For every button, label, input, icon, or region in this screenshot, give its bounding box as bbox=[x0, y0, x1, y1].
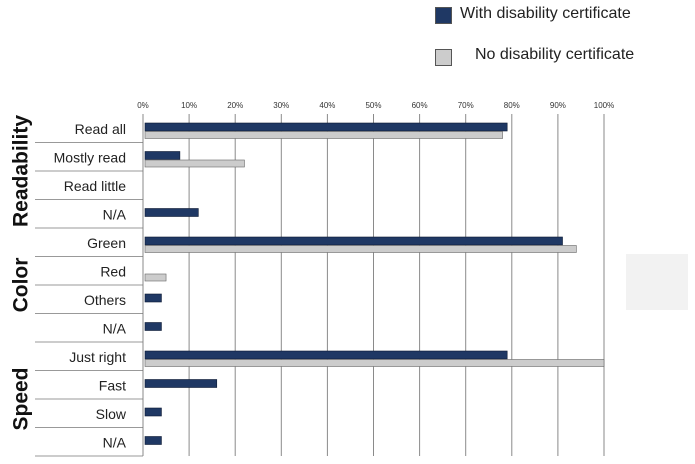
x-tick-label: 0% bbox=[137, 101, 149, 110]
bar-with-certificate bbox=[144, 322, 162, 331]
category-label: N/A bbox=[103, 435, 127, 451]
category-label: Mostly read bbox=[54, 150, 126, 166]
x-tick-label: 30% bbox=[273, 101, 289, 110]
bar-with-certificate bbox=[144, 208, 199, 217]
x-tick-label: 10% bbox=[181, 101, 197, 110]
bar-with-certificate bbox=[144, 151, 181, 160]
bar-with-certificate bbox=[144, 236, 563, 246]
x-tick-label: 70% bbox=[458, 101, 474, 110]
x-tick-label: 100% bbox=[594, 101, 614, 110]
blank-panel bbox=[626, 254, 688, 310]
x-tick-label: 50% bbox=[365, 101, 381, 110]
category-label: Read all bbox=[75, 121, 126, 137]
bar-with-certificate bbox=[144, 122, 508, 132]
category-label: Red bbox=[100, 264, 126, 280]
legend-label-with-certificate: With disability certificate bbox=[460, 5, 631, 22]
x-tick-label: 40% bbox=[319, 101, 335, 110]
bar-no-certificate bbox=[144, 131, 503, 139]
x-tick-label: 90% bbox=[550, 101, 566, 110]
x-tick-label: 20% bbox=[227, 101, 243, 110]
bar-no-certificate bbox=[144, 159, 245, 168]
x-tick-label: 80% bbox=[504, 101, 520, 110]
bar-with-certificate bbox=[144, 407, 162, 417]
bar-with-certificate bbox=[144, 436, 162, 445]
x-tick-label: 60% bbox=[412, 101, 428, 110]
legend-swatch-with-certificate bbox=[435, 7, 452, 24]
category-label: Read little bbox=[64, 178, 126, 194]
bar-with-certificate bbox=[144, 350, 508, 360]
group-label: Speed bbox=[10, 367, 33, 430]
category-label: Others bbox=[84, 292, 126, 308]
legend-swatch-no-certificate bbox=[435, 49, 452, 66]
bar-no-certificate bbox=[144, 359, 605, 367]
category-label: Green bbox=[87, 235, 126, 251]
category-label: N/A bbox=[103, 207, 127, 223]
group-label: Readability bbox=[10, 115, 33, 227]
bar-with-certificate bbox=[144, 379, 218, 388]
category-label: Fast bbox=[99, 378, 126, 394]
bar-no-certificate bbox=[144, 245, 577, 253]
category-label: Slow bbox=[96, 406, 127, 422]
legend-label-no-certificate: No disability certificate bbox=[475, 46, 635, 63]
category-label: N/A bbox=[103, 321, 127, 337]
bar-no-certificate bbox=[144, 273, 167, 282]
bar-with-certificate bbox=[144, 293, 162, 303]
category-label: Just right bbox=[69, 349, 126, 365]
group-label: Color bbox=[10, 258, 33, 313]
